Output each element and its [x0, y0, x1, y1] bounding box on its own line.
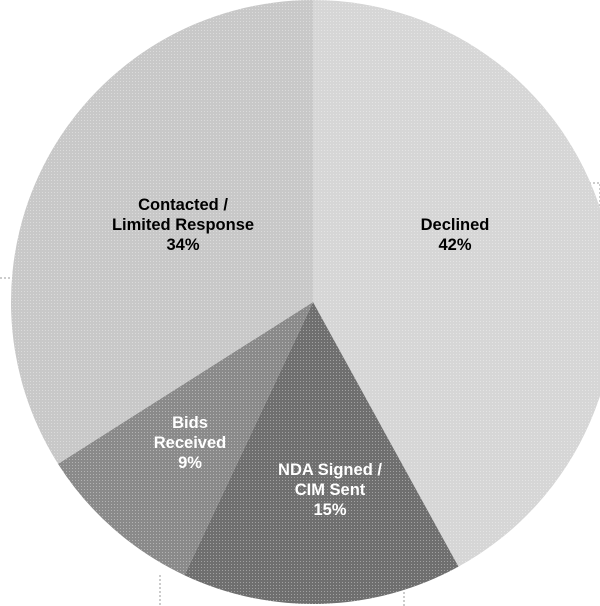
pie-slice-texture-0 — [313, 0, 600, 567]
pie-slice-label-3-line-1: Limited Response — [112, 216, 254, 234]
pie-slice-label-2-line-2: 9% — [178, 454, 202, 472]
pie-slice-label-0-line-0: Declined — [421, 216, 490, 234]
pie-slice-label-0-line-1: 42% — [438, 236, 471, 254]
pie-slice-label-3-line-2: 34% — [166, 236, 199, 254]
pie-slice-label-3-line-0: Contacted / — [138, 196, 228, 214]
pie-slice-texture-3 — [10, 0, 313, 464]
pie-slice-texture-1 — [184, 302, 459, 605]
pie-slice-label-2-line-1: Received — [154, 434, 226, 452]
pie-slice-label-2-line-0: Bids — [172, 414, 208, 432]
pie-slice-label-2: Bids Received 9% — [154, 414, 226, 472]
pie-slice-label-1-line-2: 15% — [313, 501, 346, 519]
pie-slice-label-1: NDA Signed / CIM Sent 15% — [278, 461, 382, 519]
pie-slice-label-3: Contacted / Limited Response 34% — [112, 196, 254, 254]
pie-slices — [10, 0, 600, 605]
pie-slice-label-1-line-0: NDA Signed / — [278, 461, 382, 479]
pie-labels: Declined 42% NDA Signed / CIM Sent 15% Bids Re… — [112, 196, 489, 519]
pie-slice-label-1-line-1: CIM Sent — [295, 481, 366, 499]
pie-slice-label-0: Declined 42% — [421, 216, 490, 254]
pie-slice-texture-2 — [58, 302, 314, 576]
